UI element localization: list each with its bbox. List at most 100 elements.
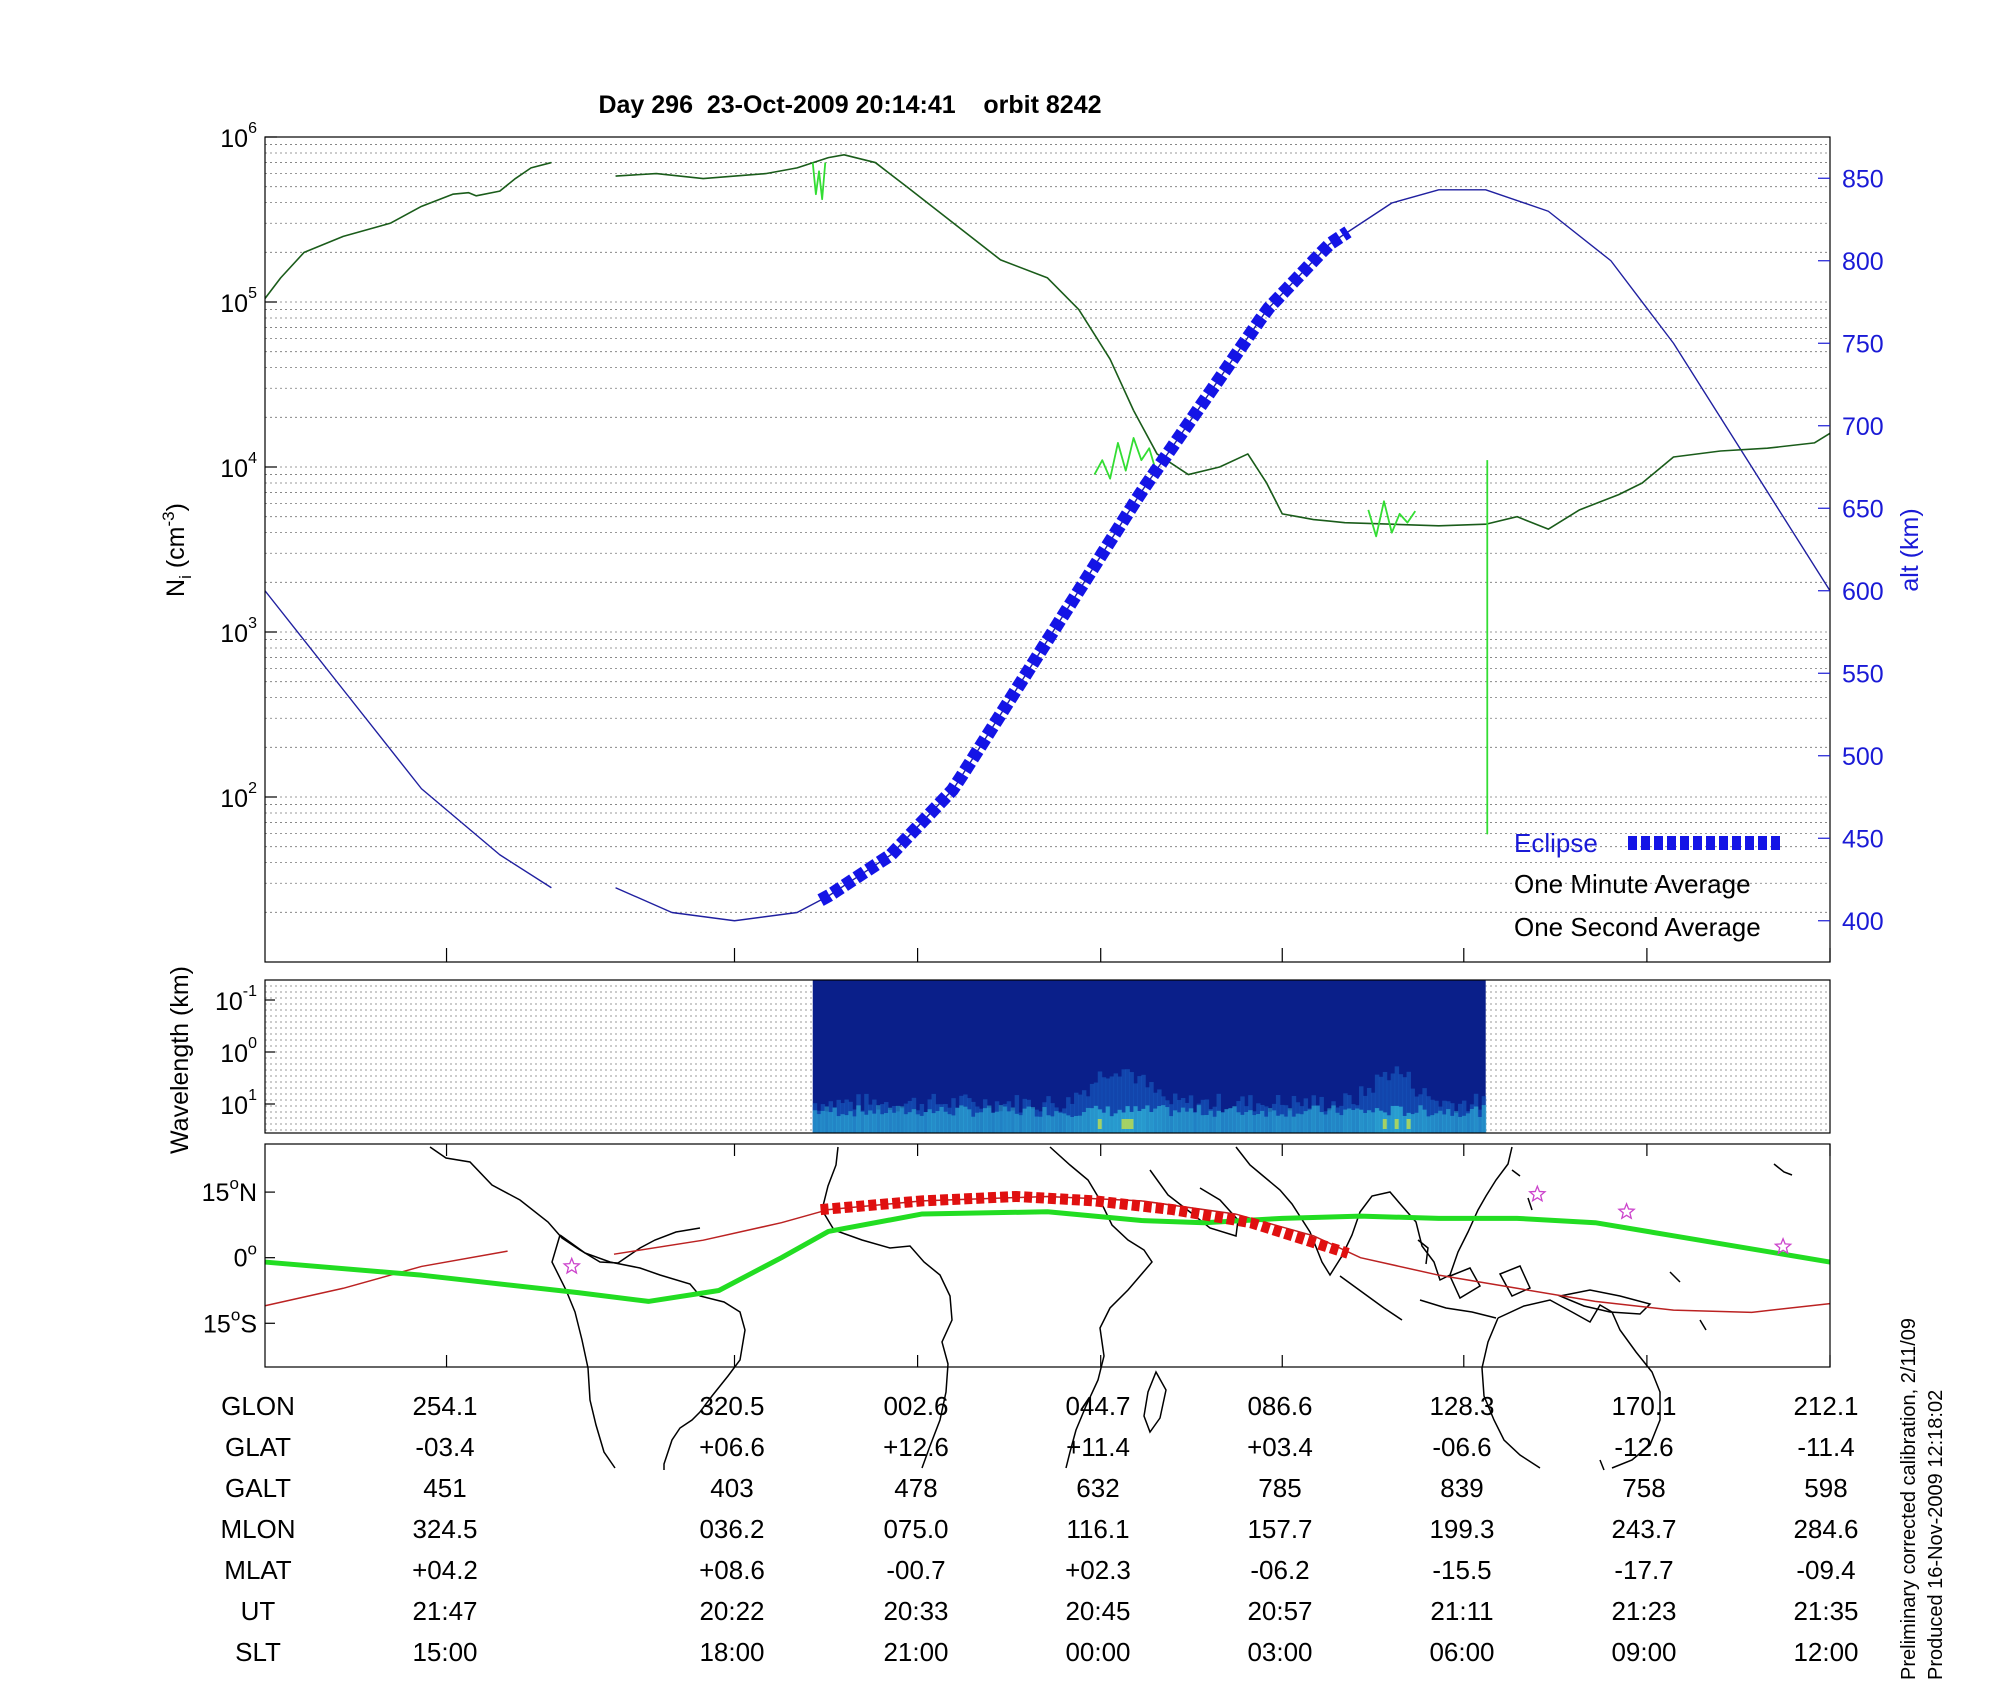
spectrogram-column xyxy=(1438,1106,1443,1133)
spectrogram-band xyxy=(1271,1110,1277,1133)
altitude-series xyxy=(264,189,1831,922)
spectrogram-column xyxy=(1323,1111,1328,1133)
spectrogram-column xyxy=(935,1104,940,1133)
spectrogram-column xyxy=(876,1109,881,1133)
map-stars xyxy=(562,1184,1793,1275)
spectrogram-column xyxy=(832,1107,838,1133)
spectrogram-band xyxy=(820,1110,826,1133)
spectrogram-column xyxy=(1351,1104,1356,1133)
spectrogram-band xyxy=(1236,1112,1241,1133)
spectrogram-column xyxy=(1256,1103,1261,1133)
spectrogram-band xyxy=(1081,1112,1087,1133)
table-cell: -03.4 xyxy=(415,1432,474,1462)
tick-base: 10 xyxy=(220,1092,248,1120)
spectrogram-peak xyxy=(1129,1119,1134,1129)
spectrogram-band xyxy=(1180,1107,1186,1133)
spectrogram-band xyxy=(935,1111,940,1133)
spectrogram-band xyxy=(1054,1111,1059,1133)
spectrogram-column xyxy=(899,1108,905,1133)
coast-arabia xyxy=(1149,1169,1239,1237)
table-cell: 128.3 xyxy=(1429,1391,1494,1421)
spectrogram-band xyxy=(1366,1110,1372,1133)
orbit-track-line xyxy=(613,1195,1831,1314)
spectrogram-band xyxy=(1287,1108,1293,1133)
spectrogram-column xyxy=(990,1112,996,1133)
spectrogram-band xyxy=(1469,1108,1475,1133)
left-tick-label: 105 xyxy=(220,285,257,318)
ylabel-sup: -3 xyxy=(159,511,178,526)
altitude-line xyxy=(264,590,552,889)
spectrogram-column xyxy=(1109,1076,1115,1133)
spectrogram-column xyxy=(1149,1082,1154,1133)
table-cell: -11.4 xyxy=(1797,1432,1854,1462)
spectrogram-band xyxy=(1450,1115,1455,1133)
spectrogram-band xyxy=(1414,1112,1419,1133)
spectrogram-column xyxy=(1378,1076,1384,1133)
right-tick-label: 450 xyxy=(1842,825,1884,853)
table-cell: 212.1 xyxy=(1793,1391,1858,1421)
spectrogram-column xyxy=(1355,1105,1360,1133)
spectrogram-column xyxy=(1477,1109,1483,1133)
table-cell: 478 xyxy=(894,1473,937,1503)
map-tick-hemi: N xyxy=(239,1179,257,1207)
table-cell: 598 xyxy=(1804,1473,1847,1503)
one-minute-series xyxy=(264,154,1831,530)
spectrogram-column xyxy=(1267,1111,1273,1133)
spectrogram-band xyxy=(1042,1107,1047,1133)
spectrogram-band xyxy=(1434,1113,1439,1133)
spectrogram-column xyxy=(1070,1103,1075,1133)
spectrogram-column xyxy=(1398,1074,1404,1133)
spectrogram-band xyxy=(1176,1112,1182,1133)
spectrogram-column xyxy=(868,1104,873,1133)
spectrogram-tick-label: 10-1 xyxy=(215,983,257,1016)
spectrogram-band xyxy=(1291,1116,1297,1133)
spectrogram-band xyxy=(1244,1111,1249,1133)
star-marker xyxy=(562,1256,582,1275)
spectrogram-band xyxy=(1260,1110,1265,1133)
spectrogram-band xyxy=(1422,1109,1427,1133)
spectrogram-band xyxy=(1426,1116,1431,1133)
coast-islands xyxy=(1511,1163,1793,1471)
spectrogram-band xyxy=(1473,1106,1479,1133)
spectrogram-band xyxy=(1355,1108,1360,1133)
table-cell: 21:23 xyxy=(1611,1596,1676,1626)
spectrogram-band xyxy=(1446,1109,1451,1133)
spectrogram-column xyxy=(1058,1111,1063,1133)
spectrogram-band xyxy=(1323,1114,1328,1133)
spectrogram-column xyxy=(1038,1111,1043,1133)
spectrogram-band xyxy=(1006,1111,1012,1133)
spectrogram-band xyxy=(1378,1110,1384,1133)
tick-exp: 0 xyxy=(248,1035,257,1052)
spectrogram-band xyxy=(907,1112,913,1133)
spectrogram-column xyxy=(1394,1066,1400,1133)
spectrogram-band xyxy=(1418,1105,1423,1133)
table-cell: 00:00 xyxy=(1065,1637,1130,1667)
spectrogram-column xyxy=(864,1093,869,1133)
legend: Eclipse One Minute Average One Second Av… xyxy=(1514,828,1780,942)
magnetic-equator xyxy=(264,1209,1831,1304)
spectrogram-band xyxy=(903,1114,909,1133)
spectrogram-column xyxy=(1054,1107,1059,1133)
spectrogram-column xyxy=(1046,1096,1051,1133)
spectrogram-column xyxy=(1457,1103,1463,1133)
map-tick-degree-sign: o xyxy=(231,1305,240,1324)
spectrogram-column xyxy=(939,1104,944,1133)
one-minute-line xyxy=(1132,410,1831,530)
table-cell: -06.2 xyxy=(1250,1555,1309,1585)
spectrogram-column xyxy=(923,1112,929,1133)
orbit-track-line xyxy=(264,1250,508,1307)
table-cell: 18:00 xyxy=(699,1637,764,1667)
spectrogram-column xyxy=(955,1107,960,1133)
spectrogram-band xyxy=(1454,1111,1459,1133)
spectrogram-band xyxy=(1018,1115,1024,1133)
spectrogram-band xyxy=(1430,1115,1435,1133)
tick-base: 10 xyxy=(220,1040,248,1068)
spectrogram-column xyxy=(816,1110,822,1133)
right-tick-label: 700 xyxy=(1842,413,1884,441)
spectrogram-band xyxy=(1339,1115,1344,1133)
spectrogram-band xyxy=(848,1111,853,1133)
spectrogram-band xyxy=(1085,1107,1091,1133)
table-cell: 403 xyxy=(710,1473,753,1503)
ylabel-unit: (cm xyxy=(162,527,190,576)
